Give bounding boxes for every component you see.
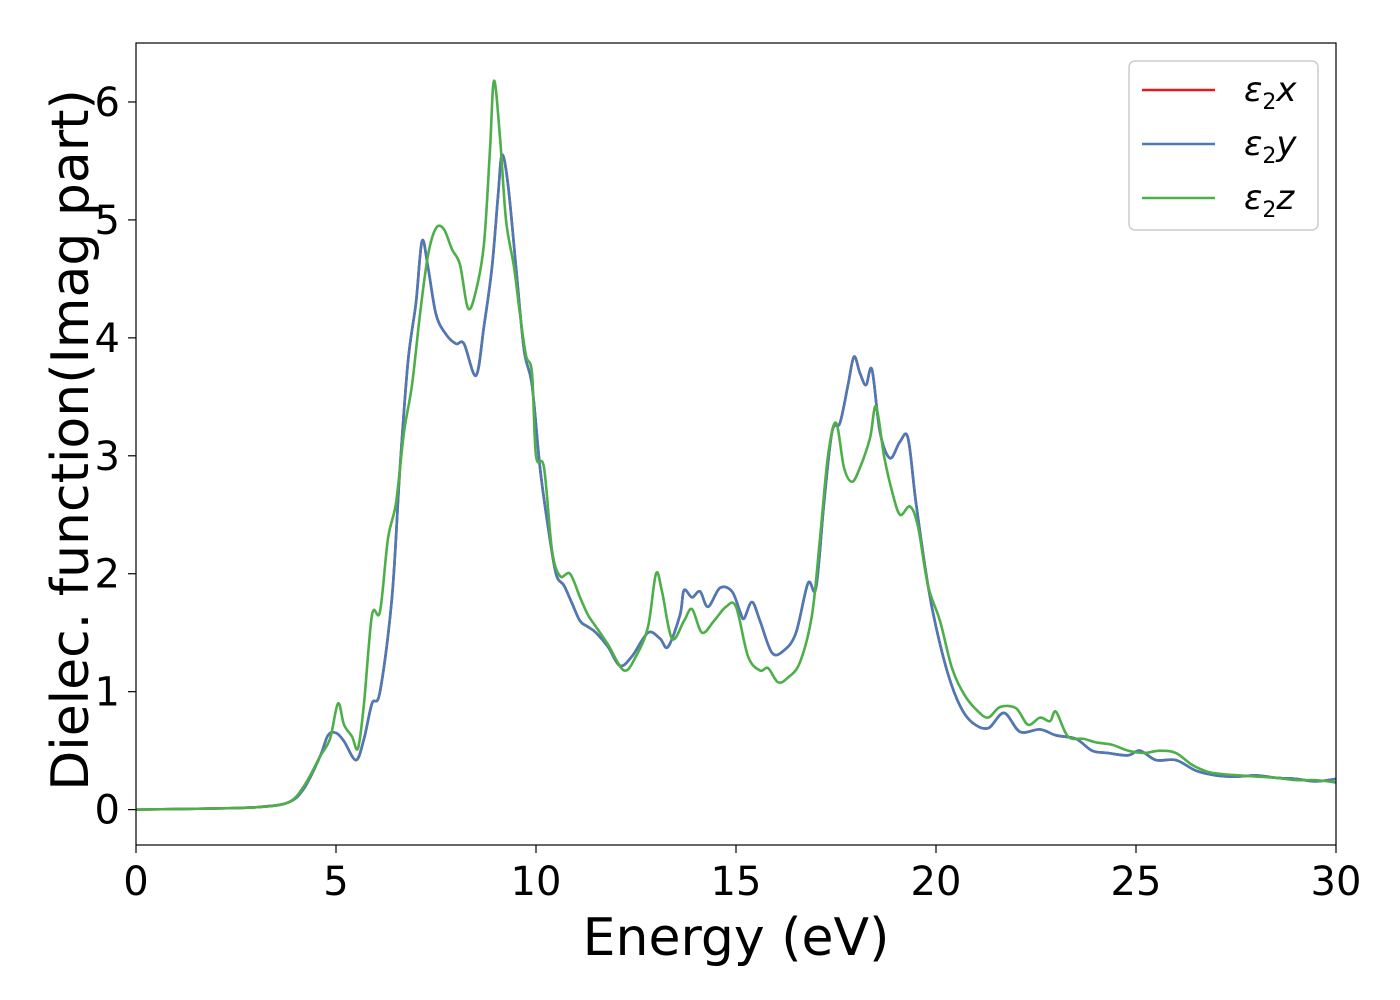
- legend-box: [1128, 60, 1319, 231]
- y-axis-title: Dielec. function(Imag part): [41, 89, 101, 791]
- x-tick-label: 0: [123, 859, 148, 905]
- y-tick-label: 3: [95, 434, 120, 480]
- legend: ε2x ε2y ε2z: [1128, 60, 1319, 231]
- x-tick-label: 30: [1311, 859, 1362, 905]
- y-tick-label: 1: [95, 670, 120, 716]
- legend-label-z: ε2z: [1244, 178, 1295, 223]
- series-line-y: [136, 153, 1336, 811]
- x-tick-label: 20: [911, 859, 962, 905]
- y-tick-label: 6: [95, 80, 120, 126]
- legend-label-x: ε2x: [1244, 70, 1297, 115]
- series-layer: [136, 79, 1336, 811]
- y-tick-label: 4: [95, 316, 120, 362]
- x-tick-label: 5: [323, 859, 348, 905]
- x-axis-title: Energy (eV): [583, 908, 890, 968]
- y-tick-label: 0: [95, 788, 120, 834]
- x-tick-label: 10: [511, 859, 562, 905]
- x-tick-label: 25: [1111, 859, 1162, 905]
- x-axis-ticks: 0 5 10 15 20 25 30: [123, 845, 1361, 905]
- y-axis-ticks: 0 1 2 3 4 5 6: [95, 80, 136, 834]
- legend-label-y: ε2y: [1244, 124, 1297, 169]
- series-line-z: [136, 79, 1336, 811]
- series-line-x: [136, 153, 1336, 811]
- y-tick-label: 2: [95, 552, 120, 598]
- y-tick-label: 5: [95, 198, 120, 244]
- x-tick-label: 15: [711, 859, 762, 905]
